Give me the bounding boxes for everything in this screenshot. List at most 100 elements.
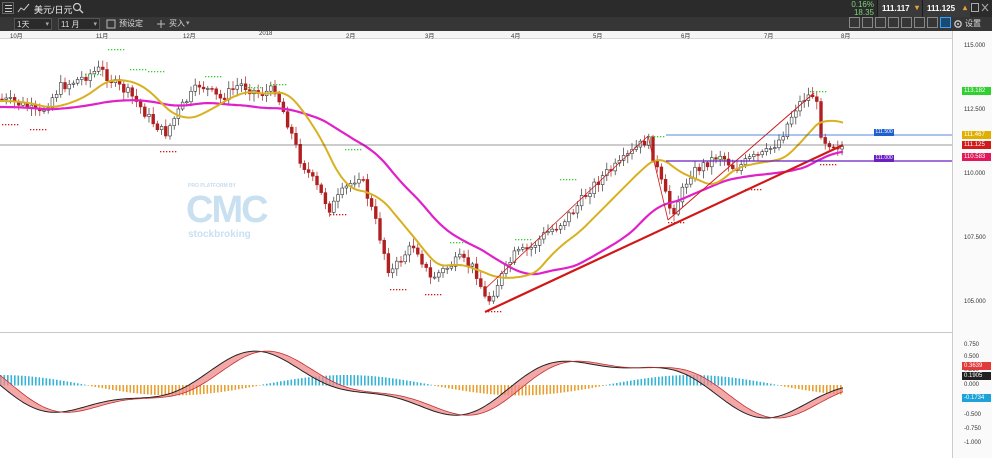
candle-body bbox=[777, 139, 781, 148]
stop-dot bbox=[285, 84, 287, 86]
stop-dot bbox=[339, 214, 341, 216]
price-axis[interactable]: 115.000 112.500 110.000 107.500 105.000 113.1… bbox=[874, 31, 992, 458]
histogram-bar bbox=[234, 385, 237, 390]
histogram-bar bbox=[661, 376, 664, 386]
crosshair-icon[interactable] bbox=[875, 17, 886, 28]
sell-price: 111.117 bbox=[882, 4, 910, 13]
period-select[interactable]: 11 月 ▾ bbox=[58, 18, 100, 30]
sync-icon[interactable] bbox=[888, 17, 899, 28]
camera-icon[interactable] bbox=[927, 17, 938, 28]
candle-body bbox=[134, 95, 139, 102]
histogram-bar bbox=[10, 375, 13, 386]
histogram-bar bbox=[668, 375, 671, 386]
candle-body bbox=[495, 285, 500, 297]
histogram-bar bbox=[714, 375, 716, 386]
change-percent: 0.16% bbox=[851, 0, 874, 9]
stop-dot bbox=[527, 239, 529, 241]
stop-dot bbox=[832, 164, 834, 166]
candle-body bbox=[164, 126, 168, 137]
histogram-bar bbox=[245, 385, 247, 389]
candle-body bbox=[437, 272, 441, 278]
stop-dot bbox=[91, 74, 93, 76]
histogram-bar bbox=[749, 380, 751, 386]
histogram-bar bbox=[269, 383, 272, 386]
buy-button[interactable]: 111.125 ▴ bbox=[922, 0, 970, 17]
search-icon[interactable] bbox=[72, 2, 84, 14]
candle-body bbox=[361, 179, 365, 181]
candle-body bbox=[500, 273, 504, 286]
timeframe-select[interactable]: 1天 ▾ bbox=[14, 18, 52, 30]
candle-body bbox=[390, 268, 395, 274]
gear-icon[interactable] bbox=[953, 19, 963, 29]
histogram-bar bbox=[472, 385, 475, 393]
drawing-icon[interactable] bbox=[862, 17, 873, 28]
month-label: 7月 bbox=[764, 34, 774, 40]
stop-dot bbox=[336, 214, 338, 216]
stop-dots bbox=[2, 49, 837, 313]
stop-dot bbox=[88, 74, 90, 76]
price-chart[interactable] bbox=[0, 39, 952, 458]
buy-caret-icon[interactable]: ▾ bbox=[186, 20, 190, 27]
stop-dot bbox=[114, 49, 116, 51]
histogram-bar bbox=[434, 385, 436, 386]
stop-dot bbox=[345, 214, 347, 216]
panel-divider[interactable] bbox=[0, 332, 992, 333]
histogram-bar bbox=[126, 385, 128, 393]
stop-dot bbox=[657, 136, 659, 138]
histogram-bar bbox=[756, 381, 758, 386]
price-tick: 112.500 bbox=[964, 107, 986, 113]
stop-dot bbox=[572, 179, 574, 181]
histogram-bar bbox=[175, 385, 177, 396]
instrument-name[interactable]: 美元/日元 bbox=[34, 5, 73, 15]
histogram-bar bbox=[616, 382, 618, 386]
candle-body bbox=[508, 262, 512, 265]
preset-button[interactable]: 预设定 bbox=[119, 19, 143, 28]
histogram-bar bbox=[164, 385, 167, 396]
histogram-bar bbox=[469, 385, 471, 392]
histogram-bar bbox=[451, 385, 454, 389]
indicator-icon[interactable] bbox=[849, 17, 860, 28]
candle-body bbox=[143, 106, 147, 117]
chart-type-icon[interactable] bbox=[17, 2, 30, 14]
stop-dot bbox=[663, 136, 665, 138]
link-icon[interactable] bbox=[940, 17, 951, 28]
histogram-bar bbox=[644, 378, 646, 386]
histogram-bar bbox=[679, 375, 681, 386]
buy-arrow-icon: ▴ bbox=[962, 3, 967, 12]
histogram-bar bbox=[420, 382, 422, 386]
candle-body bbox=[676, 201, 680, 215]
zoom-icon[interactable] bbox=[914, 17, 925, 28]
histogram-bar bbox=[80, 383, 83, 386]
histogram-bar bbox=[308, 377, 310, 386]
histogram-bar bbox=[35, 376, 37, 386]
histogram-bar bbox=[231, 385, 233, 391]
histogram-bar bbox=[672, 375, 674, 386]
stop-dot bbox=[425, 294, 427, 296]
histogram-bar bbox=[220, 385, 223, 392]
candle-body bbox=[269, 85, 273, 92]
candle-body bbox=[71, 82, 76, 85]
histogram-bar bbox=[728, 377, 730, 386]
window-controls-icon[interactable] bbox=[971, 3, 989, 13]
stop-dot bbox=[139, 69, 141, 71]
line-tag: 111.500 bbox=[874, 129, 894, 136]
histogram-bar bbox=[560, 385, 562, 393]
histogram-bar bbox=[493, 385, 496, 395]
buy-menu-button[interactable]: 买入 bbox=[169, 19, 185, 28]
sell-button[interactable]: 111.117 ▾ bbox=[877, 0, 922, 17]
histogram-bar bbox=[567, 385, 569, 392]
candle-body bbox=[768, 148, 773, 150]
histogram-bar bbox=[574, 385, 576, 391]
candle-body bbox=[281, 101, 286, 112]
stop-dot bbox=[819, 91, 821, 93]
menu-icon[interactable] bbox=[2, 2, 14, 14]
histogram-bar bbox=[217, 385, 219, 393]
stop-dot bbox=[835, 164, 837, 166]
stop-dot bbox=[108, 49, 110, 51]
candle-body bbox=[273, 85, 277, 95]
candle-body bbox=[764, 148, 769, 153]
settings-button[interactable]: 设置 bbox=[965, 19, 981, 28]
histogram-bar bbox=[136, 385, 139, 394]
month-label: 6月 bbox=[681, 34, 691, 40]
layout-icon[interactable] bbox=[901, 17, 912, 28]
